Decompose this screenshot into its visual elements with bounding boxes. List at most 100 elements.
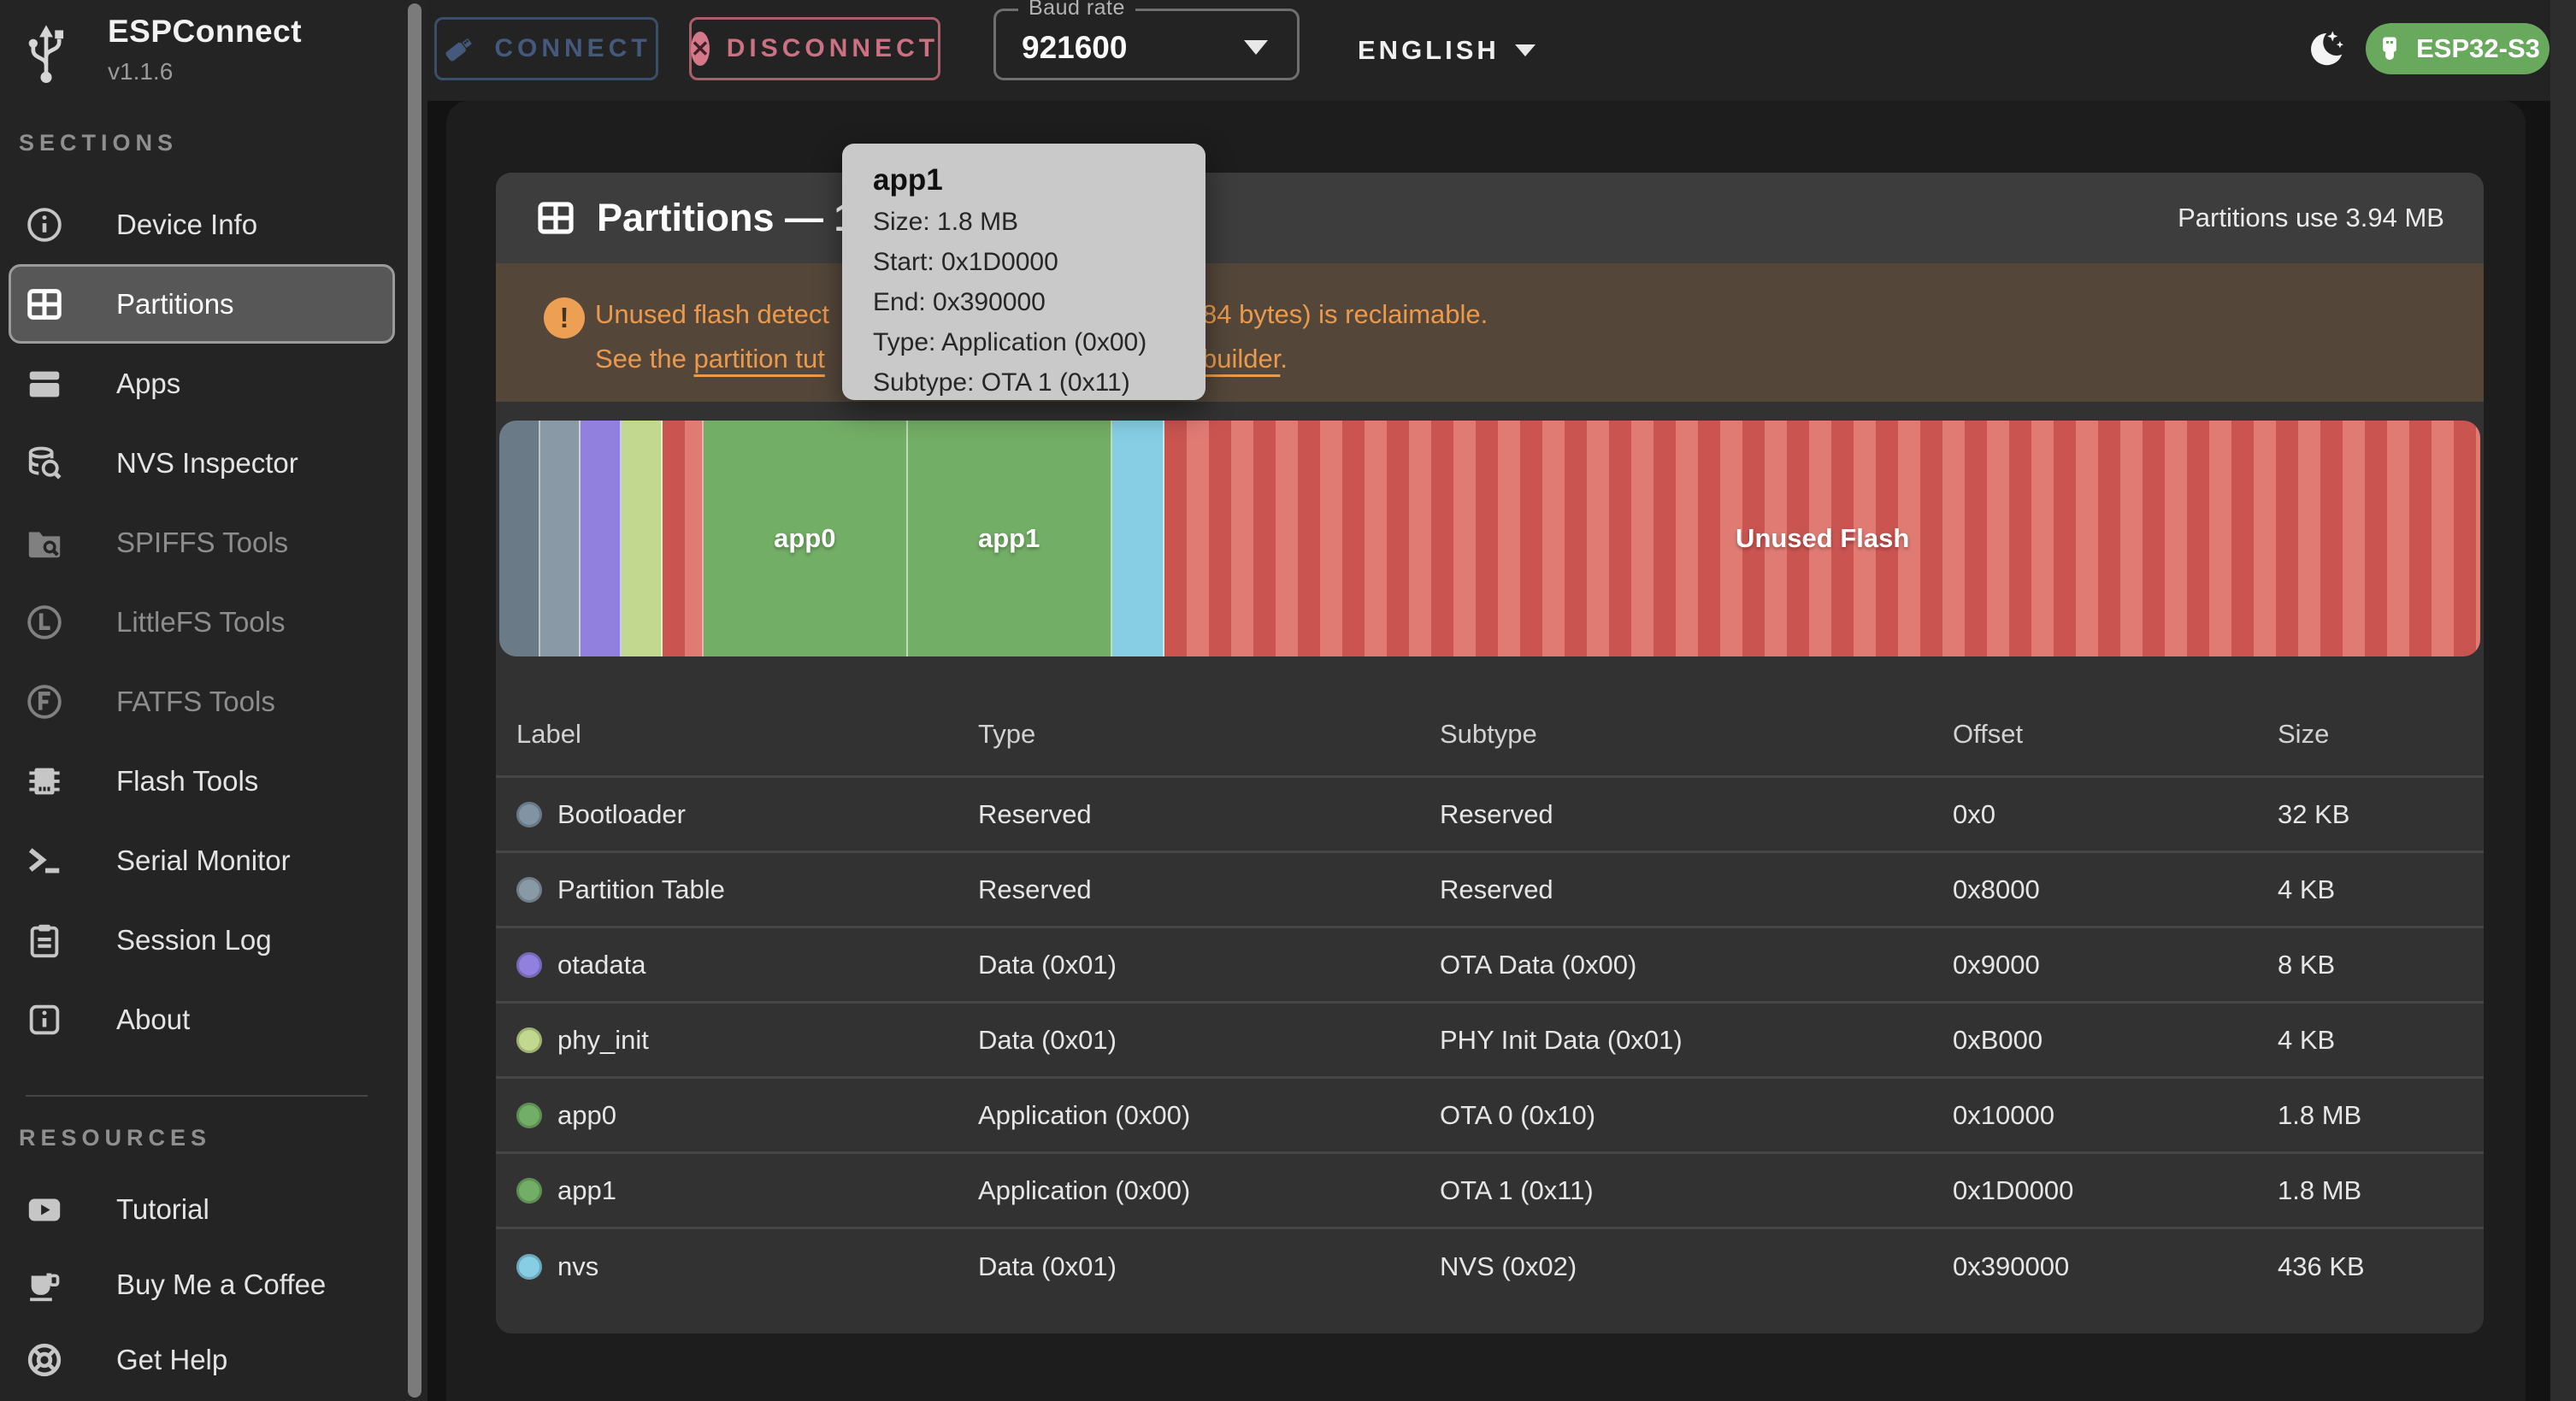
sidebar-item-serial-monitor[interactable]: Serial Monitor xyxy=(0,821,404,900)
disconnect-button[interactable]: ✕ DISCONNECT xyxy=(689,17,940,80)
sidebar-item-label: Apps xyxy=(116,367,181,399)
disconnect-button-label: DISCONNECT xyxy=(726,34,940,62)
warning-line1-left: Unused flash detect xyxy=(595,299,830,329)
youtube-icon xyxy=(24,1189,65,1230)
partition-color-dot xyxy=(516,951,542,978)
partition-grid-icon xyxy=(538,202,574,234)
resources-heading: RESOURCES xyxy=(19,1125,212,1151)
partition-color-dot xyxy=(516,1027,542,1053)
tooltip-start: Start: 0x1D0000 xyxy=(873,248,1058,276)
sidebar-item-session-log[interactable]: Session Log xyxy=(0,900,404,980)
column-header-subtype: Subtype xyxy=(1440,718,1537,749)
partition-color-dot xyxy=(516,1254,542,1280)
sidebar-item-get-help[interactable]: Get Help xyxy=(0,1322,404,1398)
cell-type: Reserved xyxy=(978,798,1092,829)
partition-table-header: Label Type Subtype Offset Size xyxy=(496,692,2484,778)
usb-plug-icon xyxy=(2383,37,2396,61)
apps-window-icon xyxy=(24,363,65,404)
info-circle-icon xyxy=(24,204,65,245)
cell-subtype: PHY Init Data (0x01) xyxy=(1440,1024,1683,1055)
table-row: Partition Table Reserved Reserved 0x8000… xyxy=(496,853,2484,928)
connect-button-label: CONNECT xyxy=(494,34,651,62)
cell-size: 4 KB xyxy=(2278,874,2336,904)
partition-bar: app0 app1 Unused Flash xyxy=(499,421,2480,656)
usb-logo-icon xyxy=(28,25,64,84)
cell-label: app1 xyxy=(557,1174,616,1205)
partition-table: Label Type Subtype Offset Size Bootloade… xyxy=(496,692,2484,1304)
bar-segment-phy-init[interactable] xyxy=(621,421,663,656)
cell-size: 1.8 MB xyxy=(2278,1174,2362,1205)
cell-label: app0 xyxy=(557,1099,616,1130)
partition-tooltip: app1 Size: 1.8 MB Start: 0x1D0000 End: 0… xyxy=(842,144,1205,400)
cell-type: Reserved xyxy=(978,874,1092,904)
cell-type: Application (0x00) xyxy=(978,1174,1191,1205)
moon-stars-icon xyxy=(2311,31,2344,66)
bar-segment-bootloader[interactable] xyxy=(499,421,540,656)
cell-subtype: OTA 1 (0x11) xyxy=(1440,1174,1594,1205)
sidebar-item-about[interactable]: About xyxy=(0,980,404,1059)
cell-subtype: OTA Data (0x00) xyxy=(1440,949,1637,980)
circle-f-icon xyxy=(24,681,65,722)
bar-segment-app1[interactable]: app1 xyxy=(907,421,1112,656)
partition-builder-link[interactable]: builder xyxy=(1202,344,1281,374)
sidebar-item-buy-me-a-coffee[interactable]: Buy Me a Coffee xyxy=(0,1247,404,1322)
bar-segment-partition-table[interactable] xyxy=(539,421,581,656)
device-badge: ESP32-S3 xyxy=(2366,23,2549,74)
sidebar-item-littlefs-tools[interactable]: LittleFS Tools xyxy=(0,582,404,662)
main-content-panel: Partitions — 16MB Flash Partitions use 3… xyxy=(446,101,2526,1401)
language-label: ENGLISH xyxy=(1358,35,1500,65)
cell-offset: 0x1D0000 xyxy=(1953,1174,2074,1205)
partitions-usage-text: Partitions use 3.94 MB xyxy=(2178,203,2444,233)
cell-type: Data (0x01) xyxy=(978,1024,1117,1055)
sidebar-item-partitions[interactable]: Partitions xyxy=(9,264,395,344)
cell-size: 4 KB xyxy=(2278,1024,2336,1055)
sidebar-item-flash-tools[interactable]: Flash Tools xyxy=(0,741,404,821)
chevron-down-icon xyxy=(1244,40,1268,55)
sidebar: ESPConnect v1.1.6 SECTIONS Device Info P… xyxy=(0,0,427,1401)
language-dropdown[interactable]: ENGLISH xyxy=(1358,0,1536,101)
terminal-icon xyxy=(24,840,65,881)
baud-rate-select[interactable]: Baud rate 921600 xyxy=(993,0,1300,80)
sidebar-divider xyxy=(26,1095,368,1097)
sidebar-item-label: Serial Monitor xyxy=(116,844,291,876)
bar-segment-label: app1 xyxy=(977,523,1040,553)
column-header-size: Size xyxy=(2278,718,2330,749)
usb-drive-icon xyxy=(441,31,477,67)
cell-type: Data (0x01) xyxy=(978,1251,1117,1281)
column-header-offset: Offset xyxy=(1953,718,2024,749)
warning-line2-prefix: See the xyxy=(595,344,694,374)
top-toolbar: CONNECT ✕ DISCONNECT Baud rate 921600 EN… xyxy=(427,0,2550,101)
page-scrollbar[interactable] xyxy=(2550,0,2576,1401)
table-row: app0 Application (0x00) OTA 0 (0x10) 0x1… xyxy=(496,1079,2484,1154)
tooltip-end: End: 0x390000 xyxy=(873,288,1046,316)
warning-line1-right: 84 bytes) is reclaimable. xyxy=(1202,299,1488,329)
table-row: nvs Data (0x01) NVS (0x02) 0x390000 436 … xyxy=(496,1229,2484,1304)
connect-button[interactable]: CONNECT xyxy=(434,17,658,80)
baud-rate-value: 921600 xyxy=(1022,30,1128,65)
cell-subtype: OTA 0 (0x10) xyxy=(1440,1099,1596,1130)
lifebuoy-icon xyxy=(24,1339,65,1380)
cell-size: 1.8 MB xyxy=(2278,1099,2362,1130)
sidebar-item-fatfs-tools[interactable]: FATFS Tools xyxy=(0,662,404,741)
app-title: ESPConnect xyxy=(108,14,303,49)
partition-color-dot xyxy=(516,801,542,827)
sidebar-item-spiffs-tools[interactable]: SPIFFS Tools xyxy=(0,503,404,582)
bar-segment-unused-flash[interactable]: Unused Flash xyxy=(1164,421,2480,656)
bar-segment-app0[interactable]: app0 xyxy=(703,421,908,656)
bar-segment-unused-gap[interactable] xyxy=(662,421,704,656)
bar-segment-nvs[interactable] xyxy=(1111,421,1165,656)
partition-tutorial-link[interactable]: partition tut xyxy=(693,344,825,374)
sidebar-scrollbar[interactable] xyxy=(408,3,421,1398)
bar-segment-otadata[interactable] xyxy=(580,421,622,656)
sidebar-resources: Tutorial Buy Me a Coffee Get Help xyxy=(0,1172,404,1398)
app-version: v1.1.6 xyxy=(108,58,174,85)
cell-size: 8 KB xyxy=(2278,949,2336,980)
cell-size: 32 KB xyxy=(2278,798,2350,829)
sidebar-item-nvs-inspector[interactable]: NVS Inspector xyxy=(0,423,404,503)
sidebar-item-tutorial[interactable]: Tutorial xyxy=(0,1172,404,1247)
sidebar-item-apps[interactable]: Apps xyxy=(0,344,404,423)
sidebar-item-device-info[interactable]: Device Info xyxy=(0,185,404,264)
device-badge-label: ESP32-S3 xyxy=(2416,33,2540,63)
dark-mode-toggle[interactable] xyxy=(2303,27,2348,72)
